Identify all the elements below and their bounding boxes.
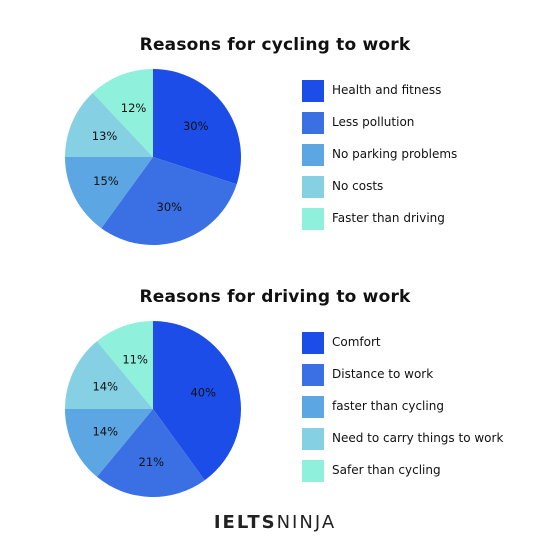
- slice-label: 11%: [122, 352, 148, 366]
- chart-title: Reasons for cycling to work: [139, 35, 411, 55]
- legend-swatch: [302, 144, 324, 166]
- legend-label: No parking problems: [332, 147, 458, 161]
- legend-label: Less pollution: [332, 115, 415, 129]
- slice-label: 13%: [92, 129, 118, 143]
- pie-slice: [65, 157, 153, 229]
- brand-part-1: IELTS: [213, 512, 277, 533]
- slice-label: 15%: [93, 174, 119, 188]
- legend-label: No costs: [332, 179, 384, 193]
- legend-swatch: [302, 460, 324, 482]
- pie-slice: [101, 157, 237, 245]
- slice-label: 30%: [183, 119, 209, 133]
- brand-logo: IELTSNINJA: [0, 512, 550, 533]
- brand-part-2: NINJA: [276, 512, 337, 533]
- legend-swatch: [302, 112, 324, 134]
- slice-label: 14%: [92, 380, 118, 394]
- legend-swatch: [302, 428, 324, 450]
- legend-swatch: [302, 332, 324, 354]
- slice-label: 14%: [92, 424, 118, 438]
- pie-slice: [65, 409, 153, 477]
- pie-chart: 40% 21% 14% 14% 11%: [65, 321, 242, 498]
- legend-label: Health and fitness: [332, 83, 442, 97]
- legend-swatch: [302, 396, 324, 418]
- pie-slice: [153, 69, 241, 185]
- legend-swatch: [302, 208, 324, 230]
- slice-label: 40%: [190, 386, 216, 400]
- pie-slice: [153, 321, 242, 481]
- slice-label: 30%: [157, 200, 183, 214]
- cycling-chart: Reasons for cycling to work 30% 30% 15% 13%…: [0, 0, 550, 270]
- legend-swatch: [302, 176, 324, 198]
- pie-slice: [65, 92, 153, 157]
- slice-label: 21%: [139, 455, 165, 469]
- pie-slice: [96, 409, 205, 498]
- pie-slice: [92, 69, 153, 157]
- chart-title: Reasons for driving to work: [139, 287, 411, 307]
- pie-chart: 30% 30% 15% 13%12%: [65, 69, 241, 245]
- legend-label: Faster than driving: [332, 211, 445, 225]
- legend-label: Need to carry things to work: [332, 431, 504, 445]
- pie-slice: [96, 321, 153, 409]
- pie-slice: [65, 341, 153, 409]
- legend-label: Comfort: [332, 335, 381, 349]
- legend-swatch: [302, 80, 324, 102]
- legend-swatch: [302, 364, 324, 386]
- legend-label: Safer than cycling: [332, 463, 441, 477]
- slice-label: 12%: [121, 101, 147, 115]
- driving-chart: Reasons for driving to work 40% 21% 14% 14%…: [0, 278, 550, 498]
- legend-label: Distance to work: [332, 367, 434, 381]
- legend-label: faster than cycling: [332, 399, 444, 413]
